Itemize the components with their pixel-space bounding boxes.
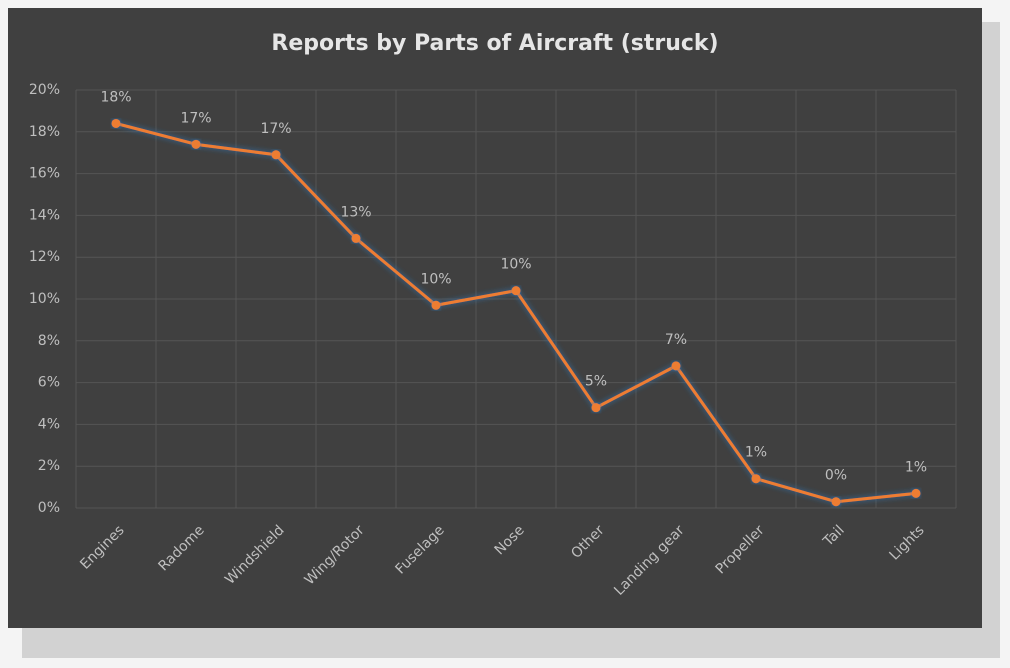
- y-tick-label: 4%: [38, 416, 60, 432]
- data-label: 17%: [180, 110, 211, 126]
- data-label: 1%: [905, 459, 927, 475]
- data-label: 7%: [665, 332, 687, 348]
- y-tick-label: 6%: [38, 375, 60, 391]
- data-point: [111, 118, 121, 128]
- y-tick-label: 8%: [38, 333, 60, 349]
- data-label: 13%: [340, 204, 371, 220]
- data-label: 10%: [500, 257, 531, 273]
- y-tick-label: 2%: [38, 458, 60, 474]
- data-point: [831, 497, 841, 507]
- data-label: 18%: [100, 89, 131, 105]
- data-point: [911, 488, 921, 498]
- data-label: 17%: [260, 121, 291, 137]
- data-label: 10%: [420, 271, 451, 287]
- data-label: 5%: [585, 374, 607, 390]
- chart-title: Reports by Parts of Aircraft (struck): [271, 31, 718, 56]
- data-point: [351, 233, 361, 243]
- y-tick-label: 14%: [29, 207, 60, 223]
- data-point: [271, 150, 281, 160]
- data-point: [431, 300, 441, 310]
- y-tick-label: 10%: [29, 291, 60, 307]
- y-tick-label: 12%: [29, 249, 60, 265]
- data-point: [511, 286, 521, 296]
- data-point: [751, 474, 761, 484]
- y-tick-label: 20%: [29, 82, 60, 98]
- y-tick-label: 16%: [29, 166, 60, 182]
- data-point: [591, 403, 601, 413]
- data-point: [671, 361, 681, 371]
- chart-panel: [8, 8, 982, 628]
- data-label: 0%: [825, 468, 847, 484]
- data-label: 1%: [745, 445, 767, 461]
- y-tick-label: 0%: [38, 500, 60, 516]
- y-tick-label: 18%: [29, 124, 60, 140]
- data-point: [191, 139, 201, 149]
